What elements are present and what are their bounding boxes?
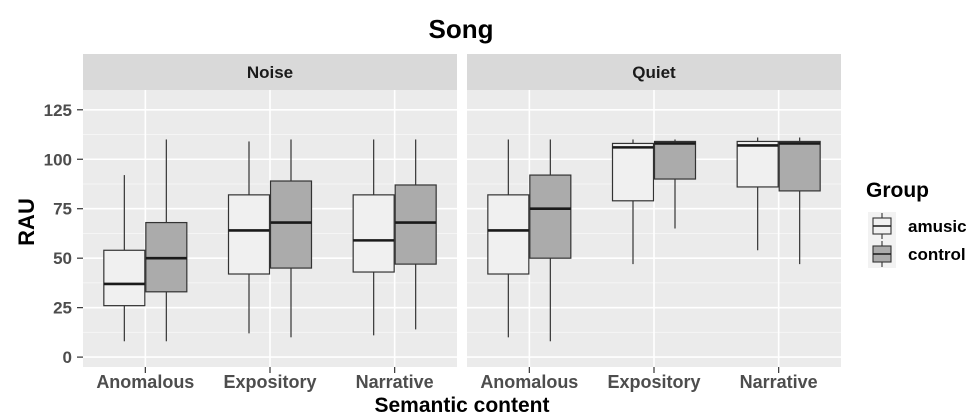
box-narrative-amusic [352,139,395,336]
box-narrative-amusic [736,137,779,251]
facet-strip [83,54,457,90]
x-axis-label: Semantic content [374,394,549,415]
box-expository-control [269,139,313,338]
box-narrative-control [778,137,821,265]
y-tick-label: 125 [44,101,72,120]
box-iqr [103,249,146,307]
facet-panel-noise: Noise Anomalous Expository Narrative [83,54,457,392]
facet-strip-label: Quiet [632,63,676,82]
legend-entry-amusic: amusic [868,212,967,240]
facet-strip [467,54,841,90]
facet-panels: Noise Anomalous Expository Narrative Quiet An… [83,54,841,392]
x-tick-label: Narrative [740,372,818,392]
facet-panel-quiet: Quiet Anomalous Expository Narrative [467,54,841,392]
box-narrative-control [394,139,437,330]
box-iqr [352,194,395,273]
legend-label: amusic [908,217,967,236]
box-expository-control [653,139,697,229]
x-tick-label: Anomalous [480,372,578,392]
chart-title: Song [429,14,494,44]
x-tick-label: Narrative [356,372,434,392]
box-anomalous-control [529,139,572,342]
box-iqr [269,180,313,269]
legend-label: control [908,245,966,264]
box-iqr [487,194,530,275]
y-tick-label: 50 [53,249,72,268]
box-expository-amusic [227,141,271,334]
y-tick-label: 75 [53,200,72,219]
legend-title: Group [866,179,929,202]
legend-entry-control: control [868,240,966,268]
y-tick-label: 25 [53,299,72,318]
y-tick-label: 0 [63,348,72,367]
box-iqr [778,140,821,192]
x-tick-label: Anomalous [96,372,194,392]
box-anomalous-amusic [103,175,146,342]
x-tick-label: Expository [607,372,700,392]
box-anomalous-control [145,139,188,342]
box-iqr [736,140,779,188]
legend: Group amusic control [866,179,967,268]
box-iqr [394,184,437,265]
facet-strip-label: Noise [247,63,293,82]
box-iqr [611,142,655,202]
x-tick-label: Expository [223,372,316,392]
box-iqr [653,140,697,180]
y-axis-label: RAU [14,198,39,246]
box-expository-amusic [611,139,655,265]
box-iqr [529,174,572,259]
y-axis: 0 25 50 75 100 125 [44,101,83,367]
box-anomalous-amusic [487,139,530,338]
box-iqr [227,194,271,275]
y-tick-label: 100 [44,150,72,169]
